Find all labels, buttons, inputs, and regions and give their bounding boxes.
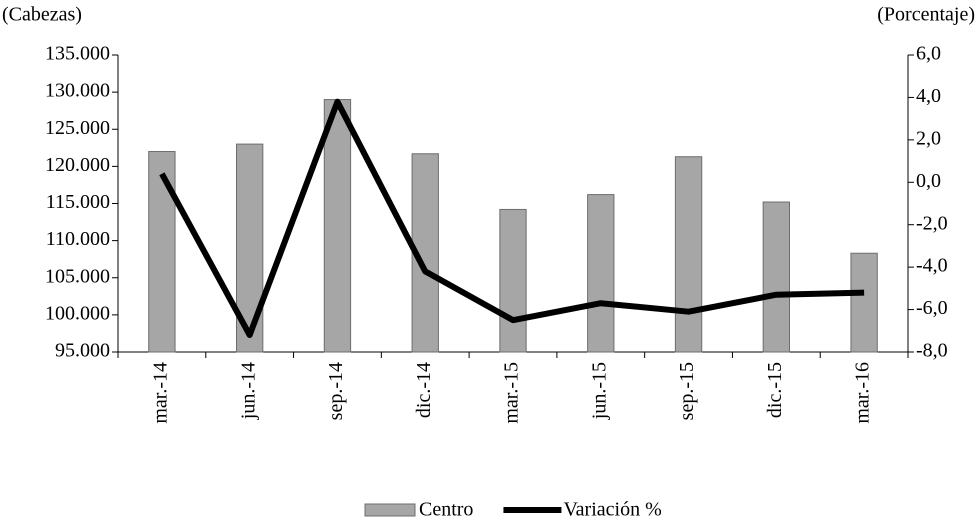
x-tick-label: mar.-16 (852, 362, 874, 424)
x-tick-label: jun.-15 (588, 362, 610, 420)
legend-swatch (364, 503, 416, 517)
y2-tick-label: 4,0 (916, 85, 941, 107)
y-tick-label: 120.000 (45, 154, 110, 176)
y2-tick-label: -2,0 (916, 212, 948, 234)
x-tick-label: dic.-15 (764, 362, 786, 418)
bar (587, 194, 615, 353)
y-tick-label: 105.000 (45, 265, 110, 287)
y2-tick-label: 2,0 (916, 127, 941, 149)
y2-tick-label: 6,0 (916, 43, 941, 65)
y-tick-label: 130.000 (45, 80, 110, 102)
y-tick-label: 110.000 (46, 228, 110, 250)
bar (850, 252, 878, 353)
y2-axis-label: (Porcentaje) (877, 4, 975, 26)
x-tick-label: jun.-14 (237, 362, 259, 420)
y-tick-label: 125.000 (45, 117, 110, 139)
x-tick-label: sep.-15 (676, 362, 698, 420)
line (159, 98, 865, 339)
x-tick-label: dic.-14 (413, 362, 435, 418)
y-tick-label: 95.000 (55, 340, 110, 362)
y-tick-label: 115.000 (46, 191, 110, 213)
bar (499, 208, 527, 353)
bar (148, 151, 176, 353)
bar (674, 156, 703, 353)
x-tick-label: sep.-14 (325, 362, 347, 420)
bar (762, 201, 791, 353)
x-tick-label: mar.-14 (149, 362, 171, 424)
y-axis-label: (Cabezas) (2, 4, 82, 26)
y2-tick-label: -8,0 (916, 340, 948, 362)
y-tick-label: 100.000 (45, 302, 110, 324)
bar (323, 99, 352, 353)
y2-tick-label: -6,0 (916, 297, 948, 319)
legend-label: Variación % (563, 499, 661, 521)
y-tick-label: 135.000 (45, 43, 110, 65)
legend-label: Centro (419, 499, 473, 521)
y2-tick-label: -4,0 (916, 255, 948, 277)
x-tick-label: mar.-15 (501, 362, 523, 424)
y2-tick-label: 0,0 (916, 170, 941, 192)
